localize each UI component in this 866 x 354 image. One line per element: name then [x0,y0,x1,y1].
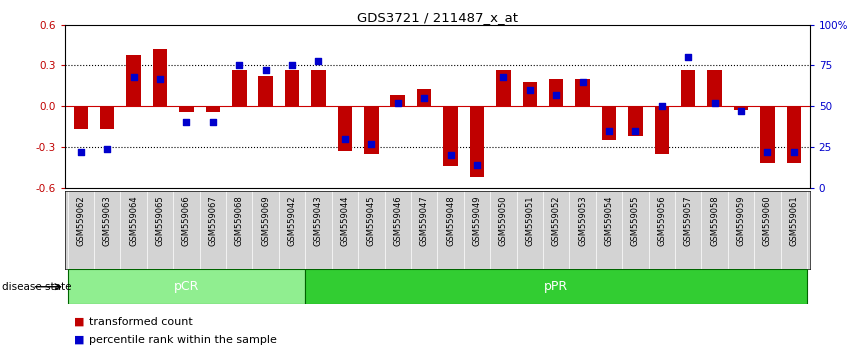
Bar [285,69,300,106]
Text: GSM559067: GSM559067 [209,195,217,246]
Bar [205,106,220,112]
Bar [681,69,695,106]
Text: transformed count: transformed count [89,317,193,327]
Bar [232,69,247,106]
Text: GDS3721 / 211487_x_at: GDS3721 / 211487_x_at [357,11,518,24]
Bar [522,82,537,106]
Point [100,146,114,152]
Point [153,76,167,81]
Text: GSM559068: GSM559068 [235,195,243,246]
Point [470,162,484,168]
Point [206,120,220,125]
Bar [786,106,801,163]
Bar [364,106,378,154]
Text: GSM559065: GSM559065 [156,195,165,246]
Text: GSM559049: GSM559049 [473,195,481,246]
Point [523,87,537,93]
Text: GSM559043: GSM559043 [314,195,323,246]
Bar [417,88,431,106]
Text: GSM559045: GSM559045 [367,195,376,246]
Text: GSM559062: GSM559062 [76,195,85,246]
Point [576,79,590,85]
Text: GSM559053: GSM559053 [578,195,587,246]
Point [602,128,616,133]
Bar [443,106,458,166]
Point [338,136,352,142]
Text: pPR: pPR [544,280,568,293]
Text: GSM559054: GSM559054 [604,195,613,246]
Bar [179,106,194,112]
Point [259,68,273,73]
Bar [628,106,643,136]
Text: GSM559061: GSM559061 [790,195,798,246]
Point [708,100,721,106]
Point [682,55,695,60]
Text: percentile rank within the sample: percentile rank within the sample [89,335,277,345]
Point [496,74,510,80]
Point [232,63,246,68]
Bar [469,106,484,177]
Point [179,120,193,125]
Bar [575,79,590,106]
Bar [68,269,306,304]
Text: GSM559055: GSM559055 [631,195,640,246]
Text: GSM559048: GSM559048 [446,195,455,246]
Bar [126,55,141,106]
Bar [74,106,88,129]
Text: disease state: disease state [2,282,71,292]
Bar [391,95,405,106]
Bar [549,79,564,106]
Point [443,152,457,158]
Bar [338,106,352,151]
Point [391,100,404,106]
Bar [306,269,807,304]
Point [312,58,326,63]
Text: GSM559060: GSM559060 [763,195,772,246]
Bar [655,106,669,154]
Bar [152,49,167,106]
Text: GSM559047: GSM559047 [420,195,429,246]
Text: GSM559052: GSM559052 [552,195,560,246]
Point [549,92,563,98]
Bar [760,106,775,163]
Text: GSM559063: GSM559063 [103,195,112,246]
Bar [311,69,326,106]
Bar [496,69,511,106]
Text: pCR: pCR [174,280,199,293]
Bar [734,106,748,110]
Text: GSM559046: GSM559046 [393,195,402,246]
Point [74,149,87,155]
Text: GSM559069: GSM559069 [262,195,270,246]
Point [417,95,431,101]
Text: GSM559042: GSM559042 [288,195,296,246]
Text: GSM559058: GSM559058 [710,195,719,246]
Bar [602,106,617,140]
Point [285,63,299,68]
Point [655,103,669,109]
Bar [708,69,722,106]
Text: GSM559050: GSM559050 [499,195,507,246]
Text: GSM559044: GSM559044 [340,195,349,246]
Text: GSM559066: GSM559066 [182,195,191,246]
Bar [258,76,273,106]
Bar [100,106,114,129]
Text: ■: ■ [74,317,84,327]
Point [734,108,748,114]
Point [760,149,774,155]
Point [365,141,378,147]
Point [629,128,643,133]
Text: GSM559064: GSM559064 [129,195,138,246]
Text: GSM559056: GSM559056 [657,195,666,246]
Point [126,74,140,80]
Text: GSM559051: GSM559051 [526,195,534,246]
Text: GSM559057: GSM559057 [684,195,693,246]
Text: GSM559059: GSM559059 [737,195,746,246]
Point [787,149,801,155]
Text: ■: ■ [74,335,84,345]
